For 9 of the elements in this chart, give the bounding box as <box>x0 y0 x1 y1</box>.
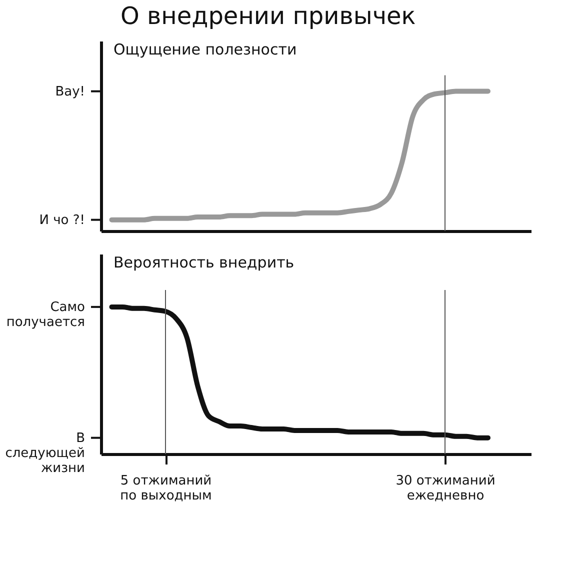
y-axis-title: Вероятность внедрить <box>114 254 294 272</box>
text: В следующей жизни <box>5 430 85 476</box>
y-axis-title: Ощущение полезности <box>114 40 297 58</box>
x-tick-label: 5 отжиманий по выходным <box>120 474 212 504</box>
text: И чо ?! <box>39 212 85 228</box>
text: Вау! <box>55 84 85 100</box>
text: Само получается <box>6 300 86 330</box>
x-tick-label: 30 отжиманий ежедневно <box>396 474 496 504</box>
chart-title: О внедрении привычек <box>120 2 416 30</box>
